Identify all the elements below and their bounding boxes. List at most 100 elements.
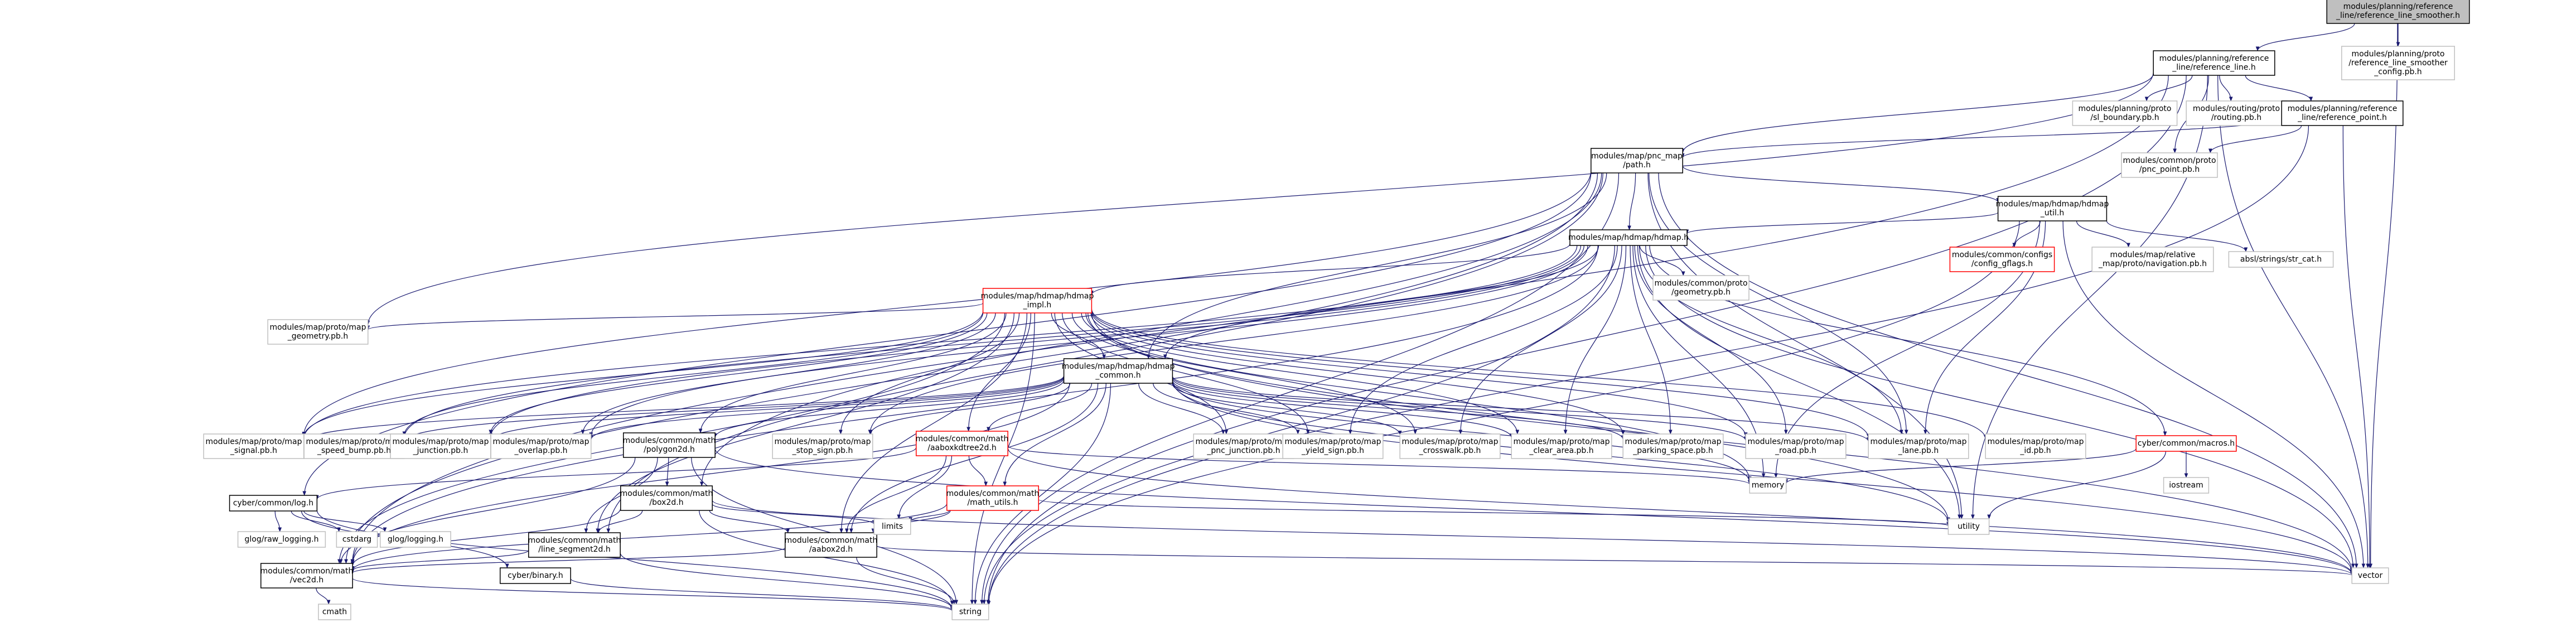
node-label-line: modules/common/math bbox=[623, 436, 716, 445]
edge-polygon2d-to-vector bbox=[714, 448, 2354, 575]
edge-root-to-vector bbox=[2369, 23, 2398, 568]
node-label-line: modules/common/math bbox=[260, 567, 354, 576]
node-box bbox=[873, 518, 911, 535]
edge-aaboxkd-to-cyberlog bbox=[315, 447, 917, 500]
edge-rl-to-rlp bbox=[2245, 75, 2313, 102]
node-rl[interactable]: modules/planning/reference_line/referenc… bbox=[2153, 50, 2275, 76]
node-label-line: absl/strings/str_cat.h bbox=[2240, 255, 2322, 264]
nodes-layer: modules/planning/reference_line/referenc… bbox=[203, 0, 2470, 620]
node-box bbox=[2186, 100, 2287, 126]
node-label-line: modules/map/proto/map bbox=[1625, 437, 1721, 446]
node-utility: utility bbox=[1947, 518, 1990, 535]
node-label-line: modules/common/math bbox=[528, 536, 621, 545]
edge-rl-to-string bbox=[986, 75, 2187, 605]
node-label-line: /aaboxkdtree2d.h bbox=[927, 443, 996, 452]
node-box bbox=[785, 532, 877, 558]
node-cyberros[interactable]: cyber/common/macros.h bbox=[2135, 435, 2237, 452]
edge-mathutils-to-utility bbox=[1038, 499, 1950, 527]
node-glograw: glog/raw_logging.h bbox=[237, 531, 326, 548]
node-box bbox=[916, 431, 1008, 456]
node-strcat: absl/strings/str_cat.h bbox=[2228, 251, 2334, 268]
node-label-line: modules/map/hdmap/hdmap bbox=[981, 292, 1094, 301]
node-box bbox=[229, 495, 318, 512]
edge-common-to-polygon2d bbox=[713, 379, 1065, 438]
node-common[interactable]: modules/map/hdmap/hdmap_common.h bbox=[1062, 358, 1175, 384]
node-label-line: _impl.h bbox=[1023, 301, 1052, 310]
node-iostream: iostream bbox=[2163, 477, 2210, 494]
edge-common-to-mathutils bbox=[1003, 383, 1106, 486]
node-pncjunc: modules/map/proto/map_pnc_junction.pb.h bbox=[1193, 433, 1294, 459]
edge-lineseg-to-string bbox=[620, 552, 954, 610]
node-binary[interactable]: cyber/binary.h bbox=[500, 567, 571, 584]
edge-impl-to-aabox bbox=[839, 312, 1028, 533]
edge-hdmap-to-impl bbox=[1090, 244, 1570, 296]
node-box bbox=[1997, 196, 2108, 221]
node-aabox[interactable]: modules/common/math/aabox2d.h bbox=[785, 532, 878, 558]
edge-common-to-signal bbox=[302, 375, 1065, 443]
node-label-line: modules/common/math bbox=[620, 489, 713, 498]
node-label-line: /box2d.h bbox=[649, 498, 683, 507]
node-cyberlog[interactable]: cyber/common/log.h bbox=[229, 495, 318, 512]
edge-rlp-to-string bbox=[987, 125, 2309, 606]
edge-cyberlog-to-gloglog bbox=[303, 510, 387, 532]
edge-hdmap-to-junction bbox=[489, 245, 1584, 438]
node-label-line: modules/map/proto/map bbox=[492, 437, 589, 446]
node-lineseg[interactable]: modules/common/math/line_segment2d.h bbox=[528, 532, 621, 558]
node-vec2d[interactable]: modules/common/math/vec2d.h bbox=[260, 563, 354, 589]
node-mathutils[interactable]: modules/common/math/math_utils.h bbox=[946, 485, 1040, 511]
edge-aabox-to-vector bbox=[876, 546, 2353, 576]
node-stopsign: modules/map/proto/map_stop_sign.pb.h bbox=[772, 433, 873, 459]
node-label-line: _geometry.pb.h bbox=[287, 332, 348, 341]
node-label-line: string bbox=[959, 607, 982, 616]
node-box bbox=[2163, 477, 2210, 494]
node-aaboxkd[interactable]: modules/common/math/aaboxkdtree2d.h bbox=[916, 431, 1009, 456]
node-impl[interactable]: modules/map/hdmap/hdmap_impl.h bbox=[981, 288, 1094, 314]
node-hdmaputil[interactable]: modules/map/hdmap/hdmap_util.h bbox=[1996, 196, 2109, 221]
edge-hdmap-to-cyberros bbox=[1649, 245, 2167, 436]
node-label-line: /config_gflags.h bbox=[1971, 259, 2033, 268]
node-label-line: /geometry.pb.h bbox=[1671, 288, 1731, 297]
node-slb: modules/planning/proto/sl_boundary.pb.h bbox=[2072, 100, 2178, 126]
edge-pncpath-to-signal bbox=[302, 170, 1592, 437]
node-label-line: _line/reference_point.h bbox=[2297, 113, 2387, 122]
node-hdmap[interactable]: modules/map/hdmap/hdmap.h bbox=[1568, 229, 1689, 246]
edge-rl-to-vector bbox=[2217, 75, 2370, 568]
node-box bbox=[1749, 477, 1787, 494]
node-label-line: cstdarg bbox=[342, 535, 371, 544]
edge-common-to-aaboxkd bbox=[987, 383, 1093, 432]
node-label-line: limits bbox=[882, 522, 903, 531]
node-box bbox=[500, 567, 571, 584]
edge-common-to-vector bbox=[1172, 379, 2354, 573]
node-label-line: _overlap.pb.h bbox=[514, 446, 567, 455]
edge-pncpath-to-box2d bbox=[699, 172, 1602, 486]
node-rlp[interactable]: modules/planning/reference_line/referenc… bbox=[2281, 100, 2404, 126]
node-label-line: memory bbox=[1752, 481, 1785, 490]
edge-hdmap-to-cleararea bbox=[1563, 245, 1627, 435]
node-box bbox=[1399, 433, 1501, 459]
node-box bbox=[2072, 100, 2178, 126]
edge-vec2d-to-cmath bbox=[316, 587, 331, 605]
edge-hdmap-to-speedbump bbox=[402, 245, 1582, 439]
edge-hdmaputil-to-vector bbox=[2062, 220, 2366, 568]
node-box bbox=[528, 532, 621, 558]
node-label-line: iostream bbox=[2169, 481, 2203, 490]
node-mapgeom: modules/map/proto/map_geometry.pb.h bbox=[267, 319, 369, 345]
edge-box2d-to-aabox bbox=[709, 510, 790, 533]
node-label-line: /sl_boundary.pb.h bbox=[2090, 113, 2159, 122]
node-gflags[interactable]: modules/common/configs/config_gflags.h bbox=[1949, 247, 2055, 272]
node-box2d[interactable]: modules/common/math/box2d.h bbox=[620, 485, 713, 511]
node-label-line: _util.h bbox=[2040, 209, 2064, 218]
edge-impl-to-parking bbox=[1090, 312, 1625, 436]
edge-common-to-string bbox=[973, 383, 1111, 605]
edge-box2d-to-vec2d bbox=[350, 508, 621, 567]
node-pncpath[interactable]: modules/map/pnc_map/path.h bbox=[1591, 148, 1683, 173]
node-label-line: modules/common/math bbox=[946, 489, 1040, 498]
edge-impl-to-junction bbox=[489, 312, 988, 435]
node-label-line: modules/map/proto/map bbox=[1870, 437, 1966, 446]
node-label-line: /polygon2d.h bbox=[644, 445, 695, 454]
node-cmath: cmath bbox=[318, 604, 351, 620]
edges-layer bbox=[274, 23, 2400, 612]
node-polygon2d[interactable]: modules/common/math/polygon2d.h bbox=[623, 432, 716, 458]
node-label-line: modules/common/proto bbox=[2123, 156, 2216, 165]
